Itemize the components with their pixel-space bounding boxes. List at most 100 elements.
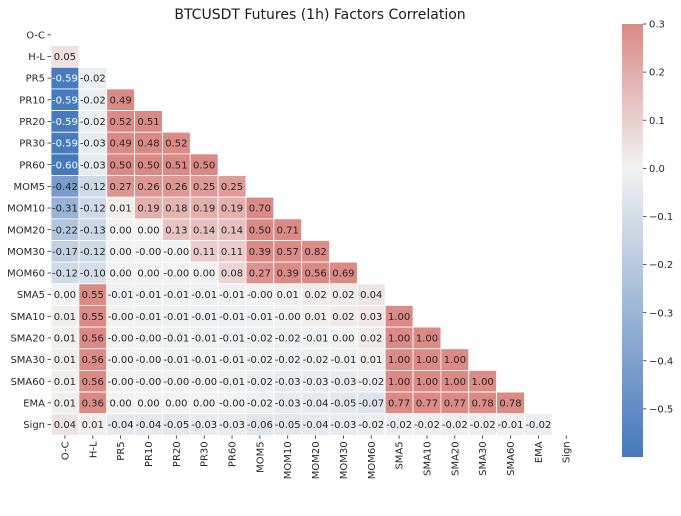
cell-value-label: 1.00: [388, 377, 410, 388]
cell-value-label: -0.03: [303, 377, 329, 388]
cell-value-label: 0.77: [388, 398, 410, 409]
cell-value-label: 1.00: [444, 377, 466, 388]
cell-value-label: 0.27: [249, 269, 271, 280]
cell-value-label: -0.00: [136, 247, 162, 258]
cell-value-label: -0.12: [80, 182, 106, 193]
colorbar-tick-label: 0.1: [649, 116, 665, 127]
cell-value-label: 0.00: [54, 290, 76, 301]
cell-value-label: 0.50: [137, 160, 159, 171]
x-tick-label: SMA5: [395, 441, 406, 469]
cell-value-label: -0.02: [525, 420, 551, 431]
cell-value-label: -0.00: [108, 355, 134, 366]
cell-value-label: 0.78: [499, 398, 521, 409]
y-tick-label: SMA20: [10, 334, 45, 345]
cell-value-label: 0.04: [54, 420, 76, 431]
cell-value-label: -0.05: [163, 420, 189, 431]
cell-value-label: -0.03: [80, 160, 106, 171]
cell-value-label: 0.02: [360, 334, 382, 345]
cell-value-label: 0.01: [82, 420, 104, 431]
cell-value-label: -0.03: [330, 377, 356, 388]
cell-value-label: 0.14: [221, 225, 243, 236]
cell-value-label: -0.12: [80, 247, 106, 258]
x-tick-label: O-C: [60, 441, 71, 460]
y-tick-label: Sign: [23, 420, 45, 431]
cell-value-label: 0.11: [193, 247, 215, 258]
cell-value-label: -0.02: [386, 420, 412, 431]
cell-value-label: -0.03: [219, 420, 245, 431]
cell-value-label: 0.25: [221, 182, 243, 193]
y-tick-label: SMA60: [10, 377, 45, 388]
cell-value-label: -0.01: [219, 355, 245, 366]
cell-value-label: 0.01: [54, 355, 76, 366]
cell-value-label: -0.02: [470, 420, 496, 431]
cell-value-label: 0.19: [221, 204, 243, 215]
cell-value-label: 0.27: [109, 182, 131, 193]
cell-value-label: 0.51: [137, 117, 159, 128]
colorbar-tick-label: −0.2: [649, 260, 673, 271]
cell-value-label: -0.00: [191, 377, 217, 388]
cell-value-label: 1.00: [444, 355, 466, 366]
colorbar-tick-label: −0.3: [649, 308, 673, 319]
cell-value-label: -0.00: [275, 312, 301, 323]
cell-value-label: -0.59: [52, 95, 78, 106]
x-tick-label: H-L: [88, 441, 99, 458]
cell-value-label: 0.05: [54, 52, 76, 63]
cell-value-label: 0.50: [193, 160, 215, 171]
cell-value-label: -0.00: [136, 355, 162, 366]
cell-value-label: -0.02: [247, 334, 273, 345]
colorbar-tick-label: −0.1: [649, 212, 673, 223]
heatmap-cells: 0.05-0.59 -0.02-0.59 -0.02 0.49-0.59 -0.02 0.…: [50, 45, 553, 436]
cell-value-label: 0.78: [472, 398, 494, 409]
cell-value-label: -0.03: [80, 139, 106, 150]
cell-value-label: 0.01: [54, 398, 76, 409]
cell-value-label: 0.02: [332, 290, 354, 301]
cell-value-label: -0.10: [80, 269, 106, 280]
cell-value-label: 0.03: [360, 312, 382, 323]
cell-value-label: -0.01: [219, 290, 245, 301]
y-tick-label: SMA30: [10, 355, 45, 366]
x-tick-label: MOM5: [255, 441, 266, 473]
y-axis-labels: O-C H-L PR5 PR10 PR20 PR30 PR60 MOM5 MOM10 MOM20 M…: [7, 30, 51, 431]
cell-value-label: 1.00: [416, 377, 438, 388]
cell-value-label: -0.00: [108, 377, 134, 388]
colorbar-gradient: [622, 24, 643, 457]
cell-value-label: -0.00: [108, 334, 134, 345]
y-tick-label: H-L: [28, 52, 45, 63]
cell-value-label: 1.00: [472, 377, 494, 388]
cell-value-label: -0.01: [163, 334, 189, 345]
cell-value-label: -0.00: [136, 377, 162, 388]
cell-value-label: 0.19: [137, 204, 159, 215]
cell-value-label: -0.01: [191, 312, 217, 323]
cell-value-label: 0.26: [137, 182, 159, 193]
cell-value-label: 0.57: [277, 247, 299, 258]
cell-value-label: -0.01: [163, 355, 189, 366]
cell-value-label: 0.04: [360, 290, 382, 301]
cell-value-label: -0.03: [275, 398, 301, 409]
cell-value-label: -0.02: [358, 420, 384, 431]
cell-value-label: 0.01: [109, 204, 131, 215]
colorbar-tick-label: 0.0: [649, 164, 665, 175]
cell-value-label: -0.04: [303, 420, 329, 431]
y-tick-label: O-C: [26, 30, 45, 41]
cell-value-label: 0.13: [165, 225, 187, 236]
cell-value-label: -0.01: [191, 334, 217, 345]
cell-value-label: 0.77: [416, 398, 438, 409]
cell-value-label: 0.01: [54, 312, 76, 323]
cell-value-label: 0.00: [137, 269, 159, 280]
cell-value-label: 0.52: [165, 139, 187, 150]
x-tick-label: SMA60: [506, 441, 517, 476]
cell-value-label: 0.01: [54, 377, 76, 388]
cell-value-label: -0.42: [52, 182, 78, 193]
y-tick-label: PR30: [19, 139, 45, 150]
cell-value-label: -0.17: [52, 247, 78, 258]
cell-value-label: 0.00: [137, 225, 159, 236]
cell-value-label: -0.01: [219, 312, 245, 323]
y-tick-label: MOM5: [14, 182, 46, 193]
cell-value-label: 0.55: [82, 290, 104, 301]
x-tick-label: MOM20: [311, 441, 322, 479]
cell-value-label: -0.07: [358, 398, 384, 409]
cell-value-label: 0.39: [277, 269, 299, 280]
cell-value-label: 0.08: [221, 269, 243, 280]
cell-value-label: 0.56: [82, 334, 104, 345]
